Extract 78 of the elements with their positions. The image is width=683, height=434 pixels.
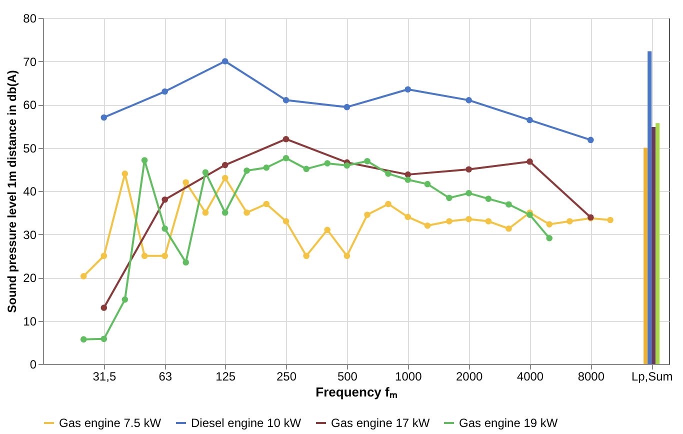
x-tick-label: 1000 xyxy=(395,370,422,384)
bar xyxy=(644,148,648,364)
y-tick-label: 0 xyxy=(30,358,37,372)
point xyxy=(485,218,492,224)
y-tick-label: 40 xyxy=(23,184,37,198)
x-tick-label: Lp,Sum xyxy=(631,370,673,384)
point xyxy=(404,176,412,183)
point xyxy=(263,200,270,208)
point xyxy=(385,200,392,208)
x-tick-label: 31,5 xyxy=(92,370,116,384)
point xyxy=(506,201,512,208)
legend-label: Diesel engine 10 kW xyxy=(191,416,302,430)
point xyxy=(244,168,250,174)
y-tick-label: 20 xyxy=(23,271,37,285)
point xyxy=(364,212,370,218)
x-tick-label: 4000 xyxy=(516,370,544,384)
x-tick-label: 63 xyxy=(158,370,172,384)
point xyxy=(344,252,350,260)
point xyxy=(385,170,392,177)
point xyxy=(182,179,190,186)
y-tick-label: 10 xyxy=(23,314,37,328)
legend-label: Gas engine 19 kW xyxy=(459,416,558,430)
point xyxy=(526,212,533,218)
point xyxy=(506,225,512,232)
point xyxy=(303,252,310,260)
point xyxy=(446,218,452,224)
point xyxy=(282,218,290,224)
x-tick-label: 2000 xyxy=(456,370,483,384)
point xyxy=(404,214,412,220)
point xyxy=(202,169,209,176)
x-tick-label: 250 xyxy=(276,370,297,384)
point xyxy=(364,158,370,164)
point xyxy=(303,166,310,172)
bar xyxy=(652,126,656,364)
point xyxy=(141,252,148,260)
x-axis-title: Frequency fₘ xyxy=(316,384,398,400)
point xyxy=(244,209,250,216)
point xyxy=(122,296,128,303)
point xyxy=(424,180,431,188)
point xyxy=(80,273,87,280)
legend-label: Gas engine 17 kW xyxy=(331,416,430,430)
y-tick-label: 60 xyxy=(23,98,37,112)
point xyxy=(324,160,330,166)
point xyxy=(485,196,492,202)
point xyxy=(80,336,87,343)
point xyxy=(141,157,148,164)
legend-label: Gas engine 7.5 kW xyxy=(59,416,162,430)
y-tick-label: 50 xyxy=(23,141,37,156)
y-tick-label: 30 xyxy=(23,228,37,242)
point xyxy=(122,170,128,177)
point xyxy=(466,216,472,222)
point xyxy=(324,226,330,234)
point xyxy=(202,209,209,216)
point xyxy=(282,154,290,162)
point xyxy=(182,259,190,266)
point xyxy=(100,252,108,260)
point xyxy=(162,225,168,232)
point xyxy=(446,194,452,202)
y-axis-title: Sound pressure level 1m distance in db(A) xyxy=(5,70,20,313)
point xyxy=(222,174,228,182)
point xyxy=(466,190,472,196)
point xyxy=(546,221,553,228)
point xyxy=(100,336,108,342)
point xyxy=(162,252,168,260)
point xyxy=(607,216,614,224)
point xyxy=(344,162,350,169)
point xyxy=(566,218,573,224)
point xyxy=(424,222,431,229)
x-tick-label: 500 xyxy=(337,370,358,384)
bar xyxy=(656,123,660,364)
bar xyxy=(648,51,652,364)
y-tick-label: 70 xyxy=(23,54,37,69)
point xyxy=(222,209,228,216)
x-tick-label: 8000 xyxy=(578,370,605,384)
y-tick-label: 80 xyxy=(23,12,37,26)
point xyxy=(263,164,270,171)
point xyxy=(546,234,553,242)
x-tick-label: 125 xyxy=(216,370,236,384)
